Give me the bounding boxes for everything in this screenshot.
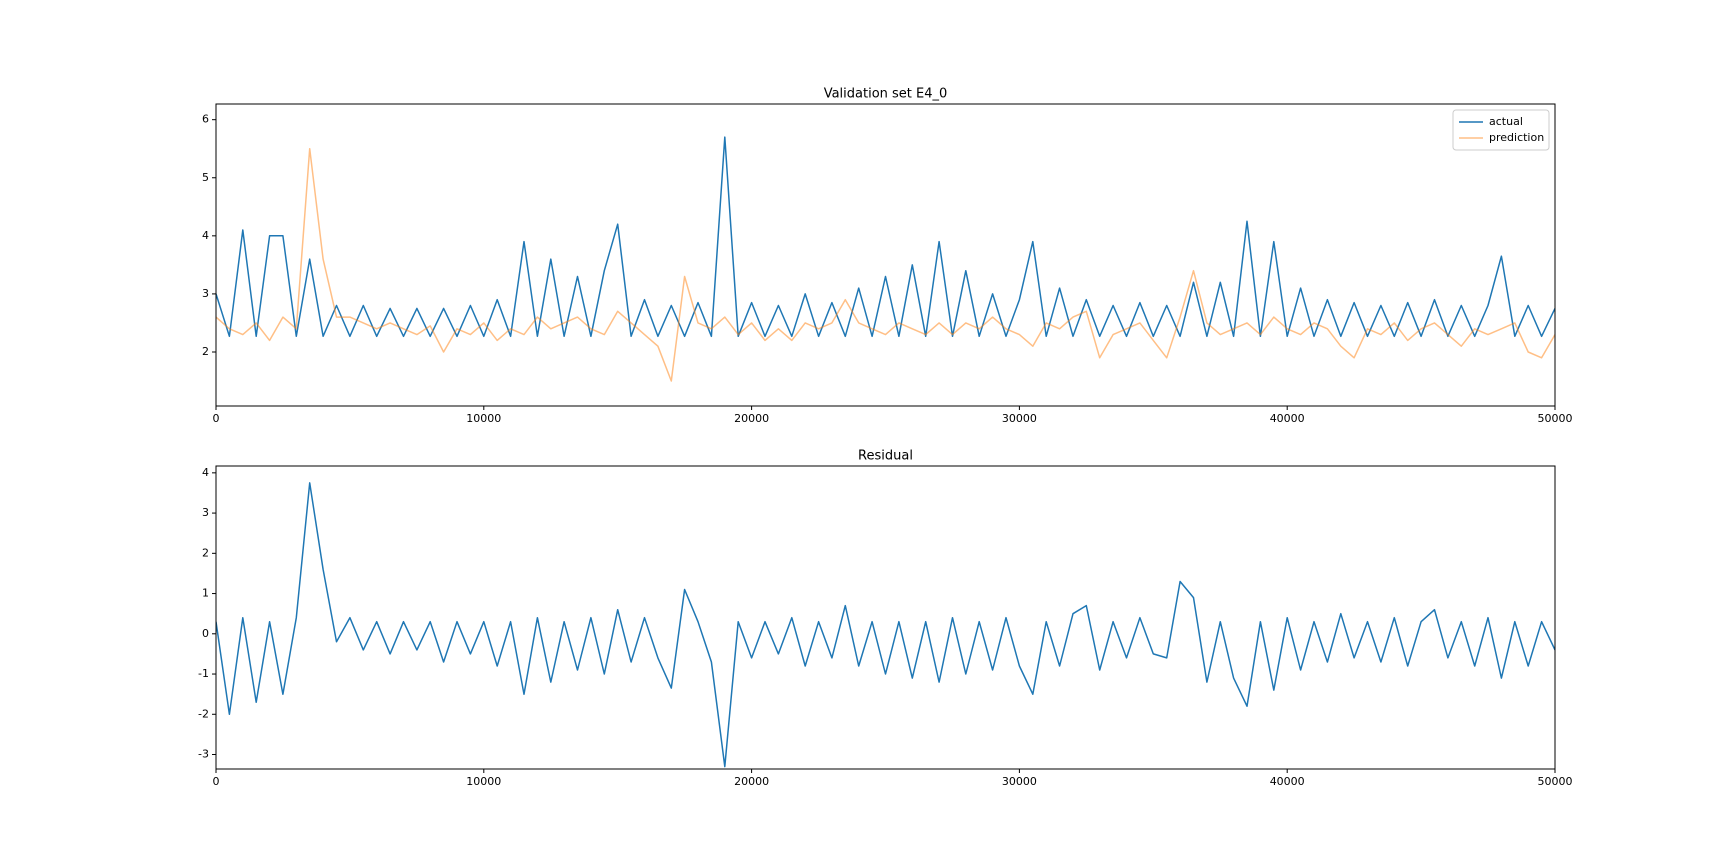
axes-frame	[215, 103, 1556, 407]
x-tick-label: 10000	[466, 775, 501, 788]
y-tick-label: 4	[202, 466, 209, 479]
x-tick-label: 30000	[1002, 775, 1037, 788]
x-tick-label: 0	[213, 412, 220, 425]
y-tick-label: 3	[202, 506, 209, 519]
chart-title: Validation set E4_0	[824, 87, 948, 102]
x-tick-label: 40000	[1270, 412, 1305, 425]
data-line	[216, 147, 1555, 382]
chart-title: Residual	[858, 449, 913, 464]
y-tick-label: -2	[198, 707, 209, 720]
y-tick-label: 6	[202, 113, 209, 126]
y-tick-label: 4	[202, 229, 209, 242]
y-tick-label: 3	[202, 287, 209, 300]
axes-frame	[215, 465, 1556, 770]
legend-label: prediction	[1489, 131, 1544, 144]
x-tick-label: 10000	[466, 412, 501, 425]
x-tick-label: 30000	[1002, 412, 1037, 425]
legend-box	[1452, 109, 1550, 151]
x-tick-label: 50000	[1538, 775, 1573, 788]
y-tick-label: -3	[198, 748, 209, 761]
y-tick-label: 2	[202, 345, 209, 358]
x-tick-label: 20000	[734, 412, 769, 425]
y-tick-label: 2	[202, 546, 209, 559]
y-tick-label: -1	[198, 667, 209, 680]
x-tick-label: 0	[213, 775, 220, 788]
data-line	[216, 482, 1555, 768]
x-tick-label: 50000	[1538, 412, 1573, 425]
y-tick-label: 1	[202, 587, 209, 600]
legend-label: actual	[1489, 115, 1523, 128]
data-line	[216, 136, 1555, 338]
y-tick-label: 0	[202, 627, 209, 640]
x-tick-label: 20000	[734, 775, 769, 788]
x-tick-label: 40000	[1270, 775, 1305, 788]
y-tick-label: 5	[202, 171, 209, 184]
